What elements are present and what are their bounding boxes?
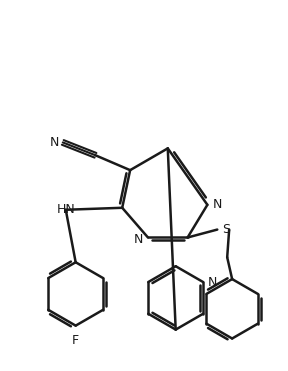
Text: HN: HN [56, 203, 75, 216]
Text: N: N [208, 276, 217, 289]
Text: N: N [50, 136, 59, 149]
Text: N: N [212, 198, 222, 211]
Text: N: N [134, 233, 143, 246]
Text: F: F [72, 334, 79, 347]
Text: S: S [222, 223, 230, 236]
